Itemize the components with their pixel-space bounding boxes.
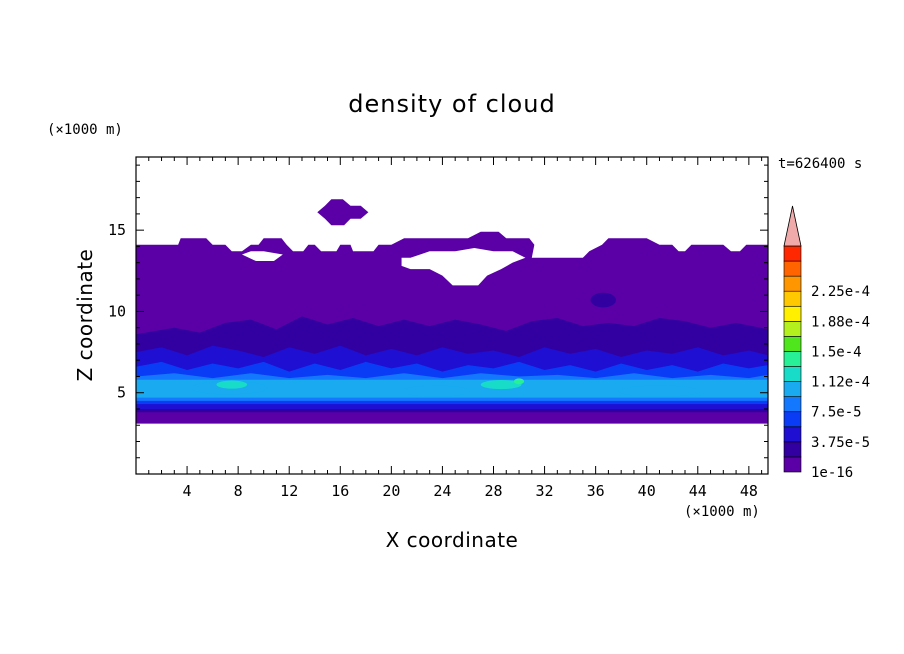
x-tick-label: 28 xyxy=(484,482,502,500)
x-tick-label: 36 xyxy=(587,482,605,500)
x-axis-label: X coordinate xyxy=(386,528,519,552)
y-unit-label: (×1000 m) xyxy=(47,122,123,138)
colorbar-swatch xyxy=(783,336,802,352)
colorbar-swatch xyxy=(783,456,802,473)
time-label: t=626400 s xyxy=(778,156,862,172)
colorbar-swatch xyxy=(783,290,802,307)
colorbar-swatch xyxy=(783,260,802,277)
contour-fields xyxy=(136,199,768,424)
x-tick-label: 32 xyxy=(536,482,554,500)
x-tick-label: 40 xyxy=(638,482,656,500)
colorbar-label: 1.88e-4 xyxy=(811,314,870,330)
x-tick-label: 16 xyxy=(331,482,349,500)
colorbar-extend-arrow xyxy=(783,205,802,247)
y-tick-label: 15 xyxy=(108,221,126,239)
density-spot-0 xyxy=(590,292,617,308)
density-spot-2 xyxy=(402,385,470,397)
plot-area xyxy=(135,156,769,475)
y-tick-label: 5 xyxy=(117,384,126,402)
x-unit-label: (×1000 m) xyxy=(684,504,760,520)
x-tick-label: 24 xyxy=(433,482,451,500)
density-spot-3 xyxy=(618,385,701,397)
x-tick-label: 8 xyxy=(234,482,243,500)
colorbar-label: 7.5e-5 xyxy=(811,405,862,421)
colorbar-label: 1e-16 xyxy=(811,465,853,481)
colorbar-swatch xyxy=(783,321,802,337)
x-tick-label: 4 xyxy=(183,482,192,500)
x-axis-ticks: 4 8 12 16 20 24 28 32 36 40 44 48 xyxy=(148,157,763,500)
x-tick-label: 12 xyxy=(280,482,298,500)
chart-title: density of cloud xyxy=(348,90,555,118)
y-axis-ticks: 5 10 15 xyxy=(108,164,768,459)
colorbar-swatch xyxy=(783,351,802,367)
x-tick-label: 44 xyxy=(689,482,707,500)
y-tick-label: 10 xyxy=(108,302,126,320)
density-spot-5 xyxy=(480,380,522,390)
density-spot-6 xyxy=(513,378,525,385)
colorbar-swatch xyxy=(783,396,802,413)
y-axis-label: Z coordinate xyxy=(73,249,97,382)
density-spot-4 xyxy=(216,380,248,389)
colorbar: 1e-16 3.75e-5 7.5e-5 1.12e-4 1.5e-4 1.88e-4 2.… xyxy=(783,205,870,481)
x-tick-label: 20 xyxy=(382,482,400,500)
colorbar-swatch xyxy=(783,366,802,382)
clear-gap-0 xyxy=(401,248,526,286)
colorbar-swatch xyxy=(783,245,802,262)
clear-gap-1 xyxy=(241,251,283,262)
colorbar-swatch xyxy=(783,411,802,428)
colorbar-label: 1.5e-4 xyxy=(811,344,862,360)
colorbar-label: 2.25e-4 xyxy=(811,284,870,300)
colorbar-swatch xyxy=(783,305,802,322)
cloud-patch-0 xyxy=(317,199,369,226)
colorbar-swatch xyxy=(783,426,802,443)
plot-frame xyxy=(135,156,769,475)
colorbar-label: 1.12e-4 xyxy=(811,375,870,391)
colorbar-swatch xyxy=(783,275,802,292)
colorbar-swatch xyxy=(783,381,802,397)
colorbar-swatch xyxy=(783,441,802,458)
x-tick-label: 48 xyxy=(740,482,758,500)
colorbar-label: 3.75e-5 xyxy=(811,435,870,451)
